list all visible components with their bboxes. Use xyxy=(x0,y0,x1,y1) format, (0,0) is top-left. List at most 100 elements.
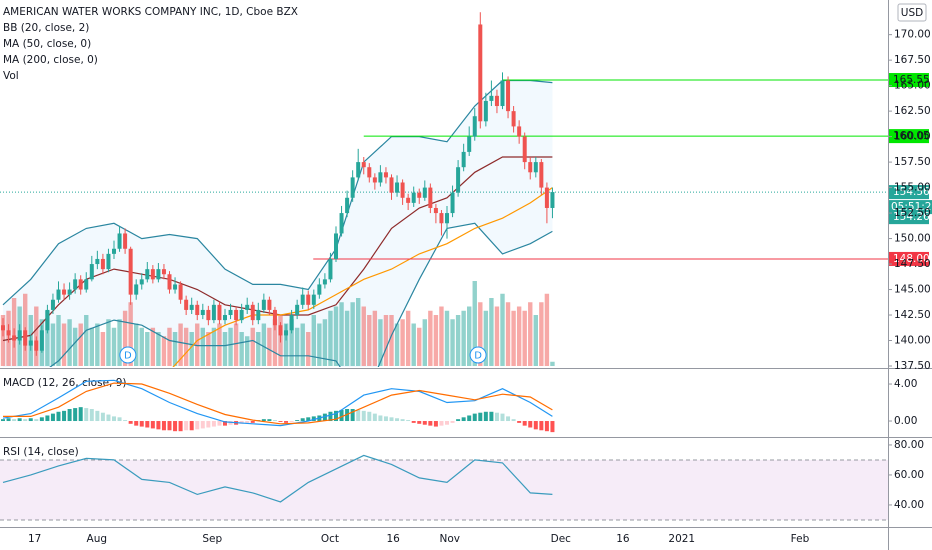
candle-body xyxy=(34,340,39,351)
macd-histogram-bar xyxy=(239,421,244,424)
macd-histogram-bar xyxy=(245,421,250,423)
candle-body xyxy=(156,269,161,280)
candle-body xyxy=(223,315,227,321)
macd-histogram-bar xyxy=(483,411,488,422)
volume-bar xyxy=(467,306,472,366)
candle-body xyxy=(178,284,183,300)
macd-histogram-bar xyxy=(123,420,128,422)
candle-body xyxy=(478,24,483,122)
volume-bar xyxy=(439,306,444,366)
macd-histogram-bar xyxy=(45,415,50,422)
y-tick-label: 160.00 xyxy=(894,131,931,143)
volume-bar xyxy=(245,336,250,366)
macd-histogram-bar xyxy=(50,413,55,422)
macd-histogram-bar xyxy=(167,421,172,431)
candle-body xyxy=(334,233,338,259)
volume-bar xyxy=(350,302,355,366)
volume-bar xyxy=(483,310,489,366)
currency[interactable]: USD xyxy=(901,7,923,19)
macd-histogram-bar xyxy=(372,413,377,422)
volume-bar xyxy=(122,310,128,366)
macd-histogram-bar xyxy=(433,421,438,427)
macd-histogram-bar xyxy=(528,421,533,428)
candle-body xyxy=(378,172,383,183)
volume-bar xyxy=(228,327,233,366)
macd-histogram-bar xyxy=(356,409,361,422)
volume-bar xyxy=(272,319,278,366)
volume-bar xyxy=(233,323,239,366)
volume-bar xyxy=(56,315,61,366)
x-tick-label: 16 xyxy=(386,533,400,545)
macd-histogram-bar xyxy=(156,421,161,430)
macd-histogram-bar xyxy=(73,408,78,422)
y-tick-label: 155.00 xyxy=(894,182,931,194)
volume-bar xyxy=(339,302,344,366)
macd-histogram-bar xyxy=(500,413,505,422)
volume-bar xyxy=(500,293,505,366)
candle-body xyxy=(461,151,466,168)
macd-histogram-bar xyxy=(23,419,28,422)
macd-histogram-bar xyxy=(367,411,372,422)
volume-bar xyxy=(217,323,222,366)
volume-bar xyxy=(394,323,400,366)
candle-body xyxy=(228,309,233,316)
candle-body xyxy=(356,162,361,178)
volume-bar xyxy=(34,306,39,366)
ma50 xyxy=(172,187,553,367)
volume-bar xyxy=(444,310,450,366)
volume-bar xyxy=(450,319,455,366)
candle-body xyxy=(317,284,322,295)
candle-body xyxy=(173,284,178,290)
macd-histogram-bar xyxy=(106,414,111,422)
candle-body xyxy=(239,309,244,321)
macd-histogram-bar xyxy=(84,408,89,422)
candle-body xyxy=(406,197,411,203)
macd-histogram-bar xyxy=(100,412,105,422)
rsi-band xyxy=(0,459,888,520)
macd-histogram-bar xyxy=(383,416,388,422)
candle-body xyxy=(422,187,427,198)
macd-histogram-bar xyxy=(128,421,133,424)
candle-body xyxy=(195,304,200,316)
candle-body xyxy=(95,258,100,265)
candle-body xyxy=(539,162,544,188)
macd-histogram-bar xyxy=(522,421,527,426)
macd-histogram-bar xyxy=(67,409,72,422)
macd-histogram-bar xyxy=(117,417,122,422)
y-tick-label: 147.50 xyxy=(894,258,931,270)
candle-body xyxy=(489,95,494,101)
x-tick-label: Aug xyxy=(87,533,108,545)
y-tick-label: 162.50 xyxy=(894,105,931,117)
legend-item: MA (200, close, 0) xyxy=(3,54,98,66)
volume-bar xyxy=(145,332,150,366)
candle-body xyxy=(73,279,78,290)
macd-histogram-bar xyxy=(6,418,11,422)
volume-bar xyxy=(150,327,156,366)
macd-histogram-bar xyxy=(450,421,455,423)
level-tag-label: 165.55 xyxy=(893,74,930,86)
macd-histogram-bar xyxy=(550,421,555,433)
x-tick-label: 2021 xyxy=(668,533,695,545)
candle-body xyxy=(261,299,266,310)
candle-body xyxy=(56,289,61,300)
volume-bar xyxy=(550,361,555,366)
x-tick-label: Dec xyxy=(551,533,572,545)
currency-box[interactable] xyxy=(897,3,927,22)
candle-body xyxy=(89,264,94,280)
volume-bar xyxy=(461,310,466,366)
volume-bar xyxy=(344,310,350,366)
candle-body xyxy=(494,95,499,107)
volume-bar xyxy=(455,315,461,366)
last-price-label: 154.56 xyxy=(893,186,930,198)
volume-bar xyxy=(200,327,205,366)
volume-bar xyxy=(267,327,272,366)
candle-body xyxy=(211,304,216,321)
macd-histogram-bar xyxy=(272,420,277,422)
macd-histogram-bar xyxy=(139,421,144,427)
candle-body xyxy=(517,126,522,137)
candle-body xyxy=(189,304,194,310)
y-tick-label: 170.00 xyxy=(894,29,931,41)
candle-body xyxy=(6,330,11,336)
volume-bar xyxy=(50,323,56,366)
